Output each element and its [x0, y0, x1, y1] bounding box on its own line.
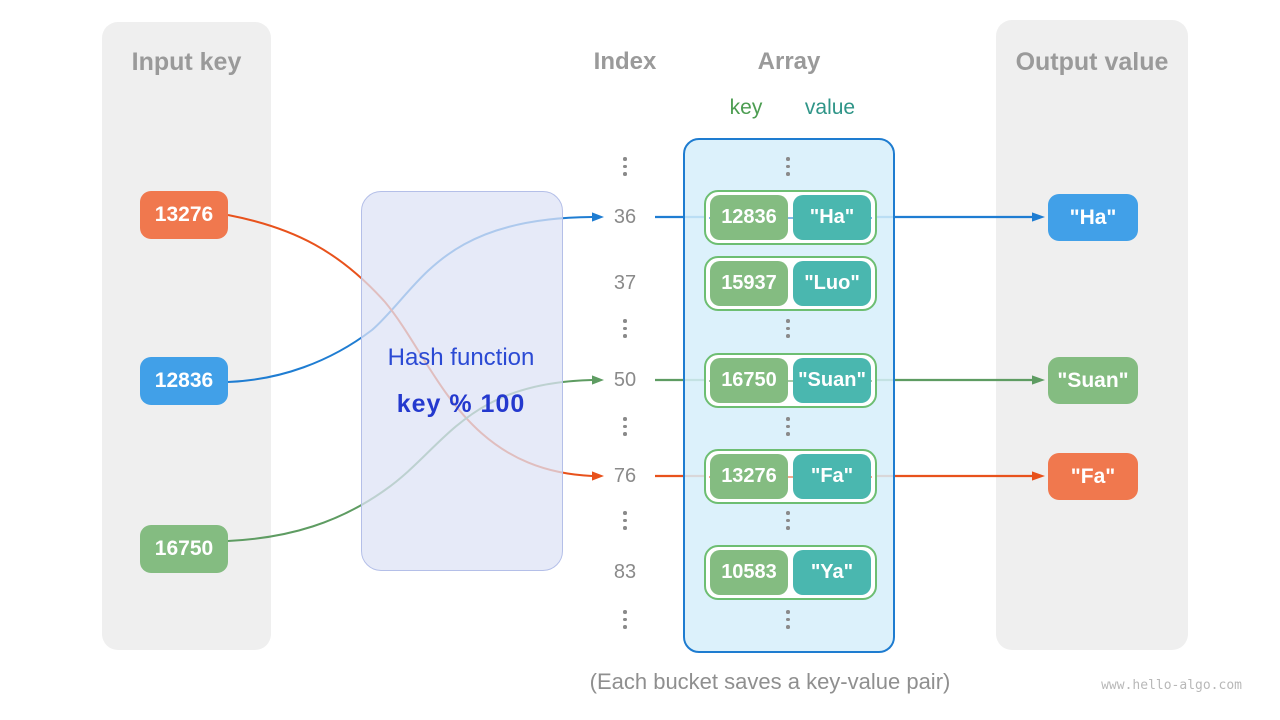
- index-label-36: 36: [613, 206, 637, 228]
- arrowhead-index-50-icon: [592, 375, 604, 385]
- vertical-ellipsis-icon: [786, 511, 790, 530]
- vertical-ellipsis-icon: [623, 417, 627, 436]
- vertical-ellipsis-icon: [623, 610, 627, 629]
- input-key-box-16750: 16750: [140, 525, 228, 573]
- vertical-ellipsis-icon: [623, 319, 627, 338]
- bucket-value: "Luo": [793, 261, 871, 306]
- caption: (Each bucket saves a key-value pair): [589, 669, 951, 694]
- array-header: Array: [757, 48, 821, 75]
- through-line: [709, 216, 872, 219]
- output-value-box-ha: "Ha": [1048, 194, 1138, 241]
- hash-function-title: Hash function: [387, 344, 535, 371]
- vertical-ellipsis-icon: [786, 157, 790, 176]
- index-label-83: 83: [613, 561, 637, 583]
- bucket-key: 12836: [710, 195, 788, 240]
- bucket-row-76: 13276 "Fa": [704, 449, 877, 504]
- input-panel-title: Input key: [131, 48, 242, 76]
- vertical-ellipsis-icon: [623, 157, 627, 176]
- arrowhead-index-76-icon: [592, 471, 604, 481]
- arrowhead-output-ha-icon: [1032, 212, 1045, 222]
- index-label-76: 76: [613, 465, 637, 487]
- arrowhead-index-36-icon: [592, 212, 604, 222]
- output-value-box-suan: "Suan": [1048, 357, 1138, 404]
- input-key-label: 16750: [154, 537, 214, 560]
- bucket-key: 13276: [710, 454, 788, 499]
- bucket-value: "Ha": [793, 195, 871, 240]
- vertical-ellipsis-icon: [786, 319, 790, 338]
- arrowhead-output-fa-icon: [1032, 471, 1045, 481]
- output-value-label: "Suan": [1057, 368, 1129, 392]
- bucket-value: "Suan": [793, 358, 871, 403]
- hash-function-formula: key % 100: [396, 390, 526, 418]
- vertical-ellipsis-icon: [623, 511, 627, 530]
- output-panel: [996, 20, 1188, 650]
- bucket-key: 15937: [710, 261, 788, 306]
- index-label-50: 50: [613, 369, 637, 391]
- output-value-box-fa: "Fa": [1048, 453, 1138, 500]
- bucket-value: "Ya": [793, 550, 871, 595]
- output-value-label: "Ha": [1069, 205, 1117, 229]
- output-panel-title: Output value: [1015, 48, 1169, 76]
- input-key-box-13276: 13276: [140, 191, 228, 239]
- index-header: Index: [593, 48, 657, 75]
- key-column-header: key: [729, 96, 763, 119]
- vertical-ellipsis-icon: [786, 417, 790, 436]
- arrowhead-output-suan-icon: [1032, 375, 1045, 385]
- bucket-row-36: 12836 "Ha": [704, 190, 877, 245]
- through-line: [709, 379, 872, 382]
- bucket-key: 10583: [710, 550, 788, 595]
- bucket-row-83: 10583 "Ya": [704, 545, 877, 600]
- output-value-label: "Fa": [1070, 464, 1116, 488]
- input-key-label: 13276: [154, 203, 214, 226]
- bucket-row-37: 15937 "Luo": [704, 256, 877, 311]
- value-column-header: value: [804, 96, 856, 119]
- hash-function-box: [361, 191, 563, 571]
- watermark: www.hello-algo.com: [1101, 678, 1242, 693]
- bucket-row-50: 16750 "Suan": [704, 353, 877, 408]
- input-key-box-12836: 12836: [140, 357, 228, 405]
- index-label-37: 37: [613, 272, 637, 294]
- vertical-ellipsis-icon: [786, 610, 790, 629]
- bucket-key: 16750: [710, 358, 788, 403]
- through-line: [709, 475, 872, 478]
- bucket-value: "Fa": [793, 454, 871, 499]
- input-key-label: 12836: [154, 369, 214, 392]
